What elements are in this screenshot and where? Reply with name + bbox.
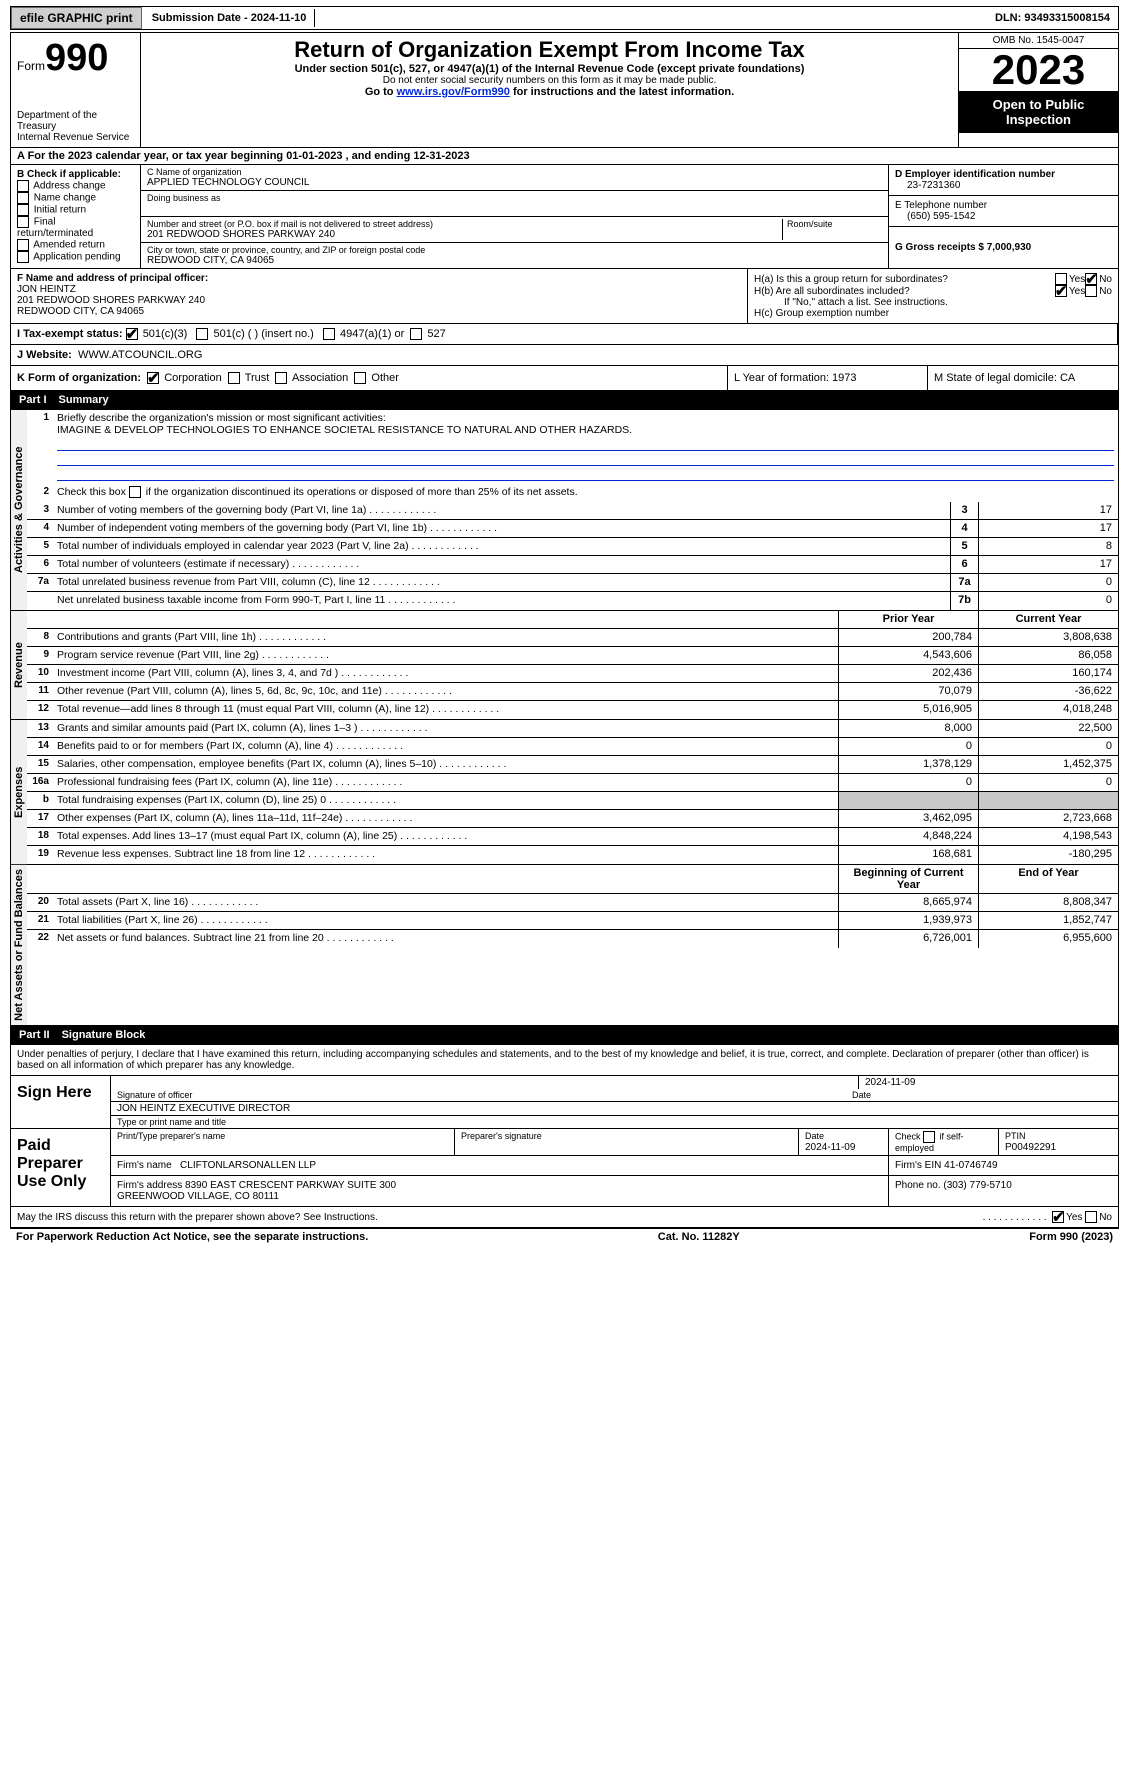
section-b: B Check if applicable: Address change Na… xyxy=(11,165,141,268)
cb-corp[interactable] xyxy=(147,372,159,384)
section-m: M State of legal domicile: CA xyxy=(928,366,1118,390)
submission-date: Submission Date - 2024-11-10 xyxy=(144,9,316,27)
section-k: K Form of organization: Corporation Trus… xyxy=(11,366,728,390)
discuss-no[interactable] xyxy=(1085,1211,1097,1223)
paid-preparer-label: Paid Preparer Use Only xyxy=(11,1129,111,1206)
checkbox-app-pending[interactable] xyxy=(17,251,29,263)
footer: For Paperwork Reduction Act Notice, see … xyxy=(10,1228,1119,1245)
dln: DLN: 93493315008154 xyxy=(987,9,1118,27)
dept-label: Department of the Treasury Internal Reve… xyxy=(17,110,134,143)
checkbox-name-change[interactable] xyxy=(17,192,29,204)
section-h: H(a) Is this a group return for subordin… xyxy=(748,269,1118,323)
section-e: E Telephone number(650) 595-1542 xyxy=(889,196,1118,227)
cb-self-emp[interactable] xyxy=(923,1131,935,1143)
irs-link[interactable]: www.irs.gov/Form990 xyxy=(397,86,510,98)
form-number: 990 xyxy=(45,37,108,79)
cb-trust[interactable] xyxy=(228,372,240,384)
checkbox-amended[interactable] xyxy=(17,239,29,251)
section-i: I Tax-exempt status: 501(c)(3) 501(c) ( … xyxy=(11,324,1118,344)
section-f: F Name and address of principal officer:… xyxy=(11,269,748,323)
ha-no[interactable] xyxy=(1085,273,1097,285)
section-g: G Gross receipts $ 7,000,930 xyxy=(889,227,1118,257)
cb-assoc[interactable] xyxy=(275,372,287,384)
cb-501c[interactable] xyxy=(196,328,208,340)
section-d: D Employer identification number23-72313… xyxy=(889,165,1118,196)
firm-name: CLIFTONLARSONALLEN LLP xyxy=(180,1160,316,1171)
form-title: Return of Organization Exempt From Incom… xyxy=(149,37,950,63)
topbar: efile GRAPHIC print Submission Date - 20… xyxy=(10,6,1119,30)
checkbox-final-return[interactable] xyxy=(17,216,29,228)
open-inspection: Open to Public Inspection xyxy=(959,91,1118,133)
officer-name: JON HEINTZ EXECUTIVE DIRECTOR xyxy=(111,1102,1118,1116)
part1-header: Part ISummary xyxy=(10,391,1119,410)
mission-text: IMAGINE & DEVELOP TECHNOLOGIES TO ENHANC… xyxy=(57,424,632,436)
tax-year: 2023 xyxy=(959,49,1118,91)
checkbox-initial-return[interactable] xyxy=(17,204,29,216)
penalty-statement: Under penalties of perjury, I declare th… xyxy=(11,1045,1118,1076)
section-l: L Year of formation: 1973 xyxy=(728,366,928,390)
cb-discontinued[interactable] xyxy=(129,486,141,498)
form-header: Form990 Department of the Treasury Inter… xyxy=(10,32,1119,148)
discuss-yes[interactable] xyxy=(1052,1211,1064,1223)
tab-expenses: Expenses xyxy=(11,720,27,864)
checkbox-address-change[interactable] xyxy=(17,180,29,192)
hb-yes[interactable] xyxy=(1055,285,1067,297)
cb-501c3[interactable] xyxy=(126,328,138,340)
cb-other[interactable] xyxy=(354,372,366,384)
efile-button[interactable]: efile GRAPHIC print xyxy=(11,7,142,29)
section-j: J Website: WWW.ATCOUNCIL.ORG xyxy=(11,345,1118,365)
tab-revenue: Revenue xyxy=(11,611,27,719)
cb-527[interactable] xyxy=(410,328,422,340)
sign-here-label: Sign Here xyxy=(11,1076,111,1128)
section-a: A For the 2023 calendar year, or tax yea… xyxy=(10,148,1119,165)
tab-net-assets: Net Assets or Fund Balances xyxy=(11,865,27,1025)
part2-header: Part IISignature Block xyxy=(10,1026,1119,1045)
section-c: C Name of organizationAPPLIED TECHNOLOGY… xyxy=(141,165,888,268)
tab-governance: Activities & Governance xyxy=(11,410,27,610)
hb-no[interactable] xyxy=(1085,285,1097,297)
cb-4947[interactable] xyxy=(323,328,335,340)
